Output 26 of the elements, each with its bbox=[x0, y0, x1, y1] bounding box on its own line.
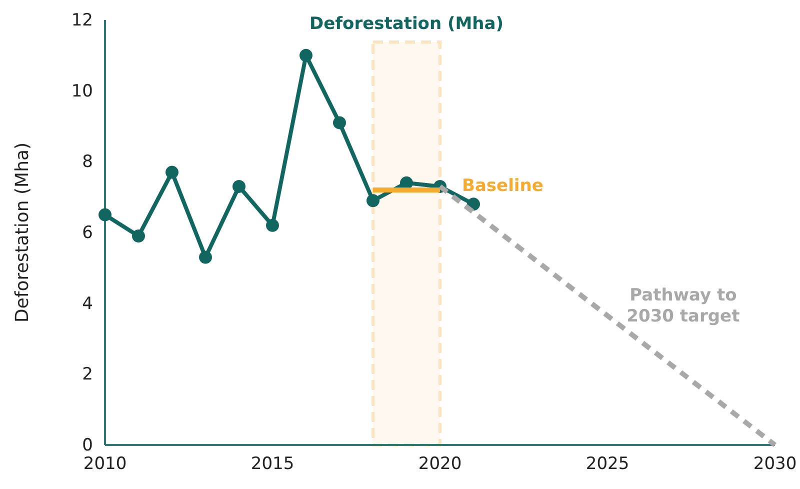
point bbox=[232, 180, 246, 193]
x-tick-label: 2015 bbox=[250, 454, 294, 474]
point bbox=[199, 250, 212, 264]
x-tick-label: 2010 bbox=[83, 454, 127, 474]
y-tick-label: 10 bbox=[71, 81, 93, 102]
point bbox=[300, 48, 312, 62]
series-label: Baseline bbox=[462, 176, 544, 196]
point bbox=[132, 230, 145, 243]
x-tick-label: 2030 bbox=[753, 454, 797, 474]
y-tick-label: 12 bbox=[71, 10, 93, 30]
x-tick-label: 2020 bbox=[418, 454, 462, 474]
chart-title: Deforestation (Mha) bbox=[309, 14, 504, 34]
point bbox=[266, 218, 279, 232]
point bbox=[98, 208, 112, 222]
series-label: Pathway to 2030 target bbox=[626, 286, 740, 327]
y-tick-label: 4 bbox=[82, 294, 93, 314]
y-axis-title: Deforestation (Mha) bbox=[12, 142, 33, 323]
point bbox=[333, 116, 346, 130]
point bbox=[166, 166, 178, 179]
point bbox=[366, 194, 380, 208]
y-tick-label: 0 bbox=[82, 435, 93, 456]
y-tick-label: 2 bbox=[82, 364, 93, 385]
y-tick-label: 8 bbox=[82, 152, 93, 172]
y-tick-label: 6 bbox=[82, 222, 93, 243]
point bbox=[400, 176, 413, 190]
x-tick-label: 2025 bbox=[586, 454, 630, 474]
